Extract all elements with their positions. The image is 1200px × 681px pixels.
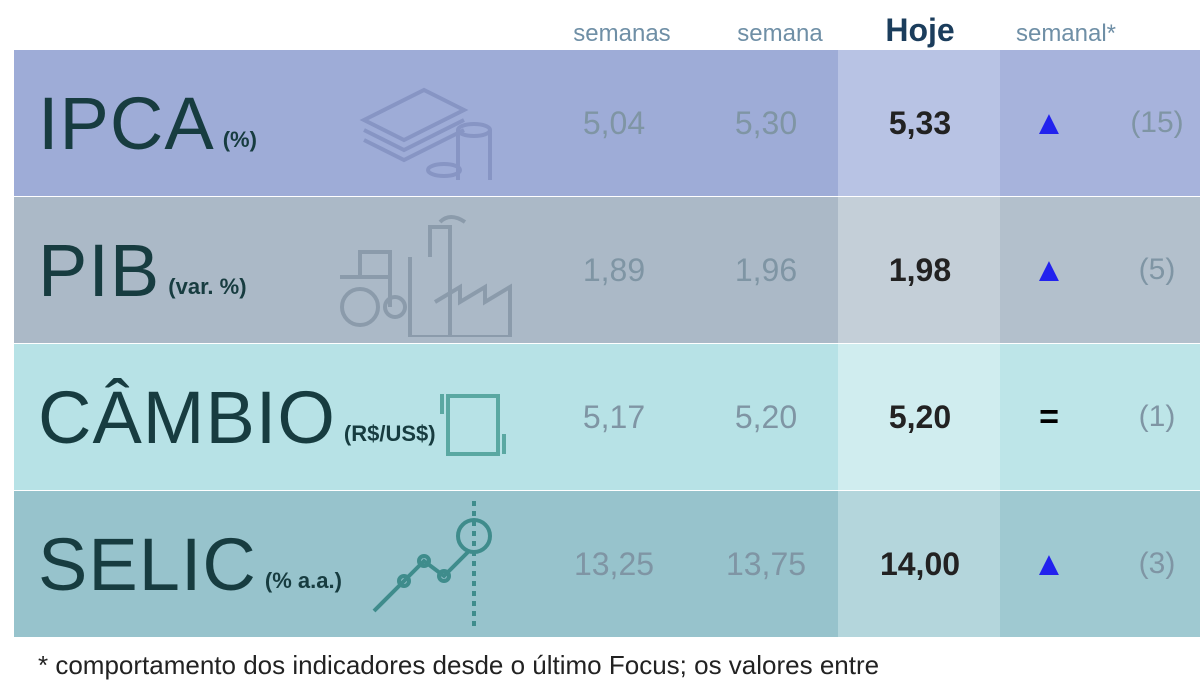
indicator-unit: (R$/US$) [343,421,436,446]
value-4-weeks: 13,25 [573,545,655,582]
trend-symbol: = [1039,397,1059,436]
icon-industry [340,215,512,337]
today-cell [838,50,1000,196]
trend-cell [1000,197,1200,343]
column-header: Hoje [885,12,955,48]
value-1-week: 1,96 [734,251,798,288]
value-4-weeks: 5,04 [582,104,646,141]
svg-text:$: $ [464,406,483,444]
value-1-week: 5,30 [734,104,798,141]
trend-symbol: ▲ [1032,250,1066,289]
indicator-name: PIB [38,228,161,312]
value-today: 1,98 [888,251,952,288]
indicator-unit: (% a.a.) [264,568,342,593]
table-row: PIB (var. %) 1,89 1,96 1,98 ▲ (5) [14,197,1200,343]
column-header: semana [737,20,823,47]
indicator-unit: (var. %) [168,274,247,299]
trend-cell [1000,50,1200,196]
today-cell [838,344,1000,490]
icon-rate-chart [372,501,492,631]
indicator: CÂMBIO (R$/US$) [38,344,436,490]
value-today: 5,33 [888,104,952,141]
footnote: * comportamento dos indicadores desde o … [38,650,880,680]
trend-cell [1000,491,1200,637]
value-today: 5,20 [888,398,952,435]
table-row: IPCA (%) 5,04 5,30 5,33 ▲ (15) [14,50,1200,196]
today-cell [838,197,1000,343]
icon-exchange: $ [440,394,506,456]
indicator-name: SELIC [38,522,257,606]
value-1-week: 13,75 [725,545,807,582]
value-1-week: 5,20 [734,398,798,435]
value-today: 14,00 [879,545,961,582]
today-cell [838,491,1000,637]
weekly-count: (3) [1138,547,1176,580]
trend-symbol: ▲ [1032,544,1066,583]
indicator: SELIC (% a.a.) [38,491,342,637]
table-row: SELIC (% a.a.) 13,25 13,75 14,00 ▲ (3) [14,491,1200,637]
value-4-weeks: 1,89 [582,251,646,288]
indicator-unit: (%) [222,127,257,152]
indicator: IPCA (%) [38,50,257,196]
trend-cell [1000,344,1200,490]
indicator: PIB (var. %) [38,197,247,343]
weekly-count: (1) [1138,400,1176,433]
indicator-name: IPCA [38,81,215,165]
table-row: CÂMBIO (R$/US$) $5,17 5,20 5,20 = (1) [14,344,1200,490]
indicator-name: CÂMBIO [38,375,336,459]
column-header: semanal* [1015,20,1117,47]
weekly-count: (5) [1138,253,1176,286]
value-4-weeks: 5,17 [582,398,646,435]
weekly-count: (15) [1130,106,1184,139]
column-header: semanas [573,20,671,47]
trend-symbol: ▲ [1032,103,1066,142]
icon-money [359,87,492,180]
